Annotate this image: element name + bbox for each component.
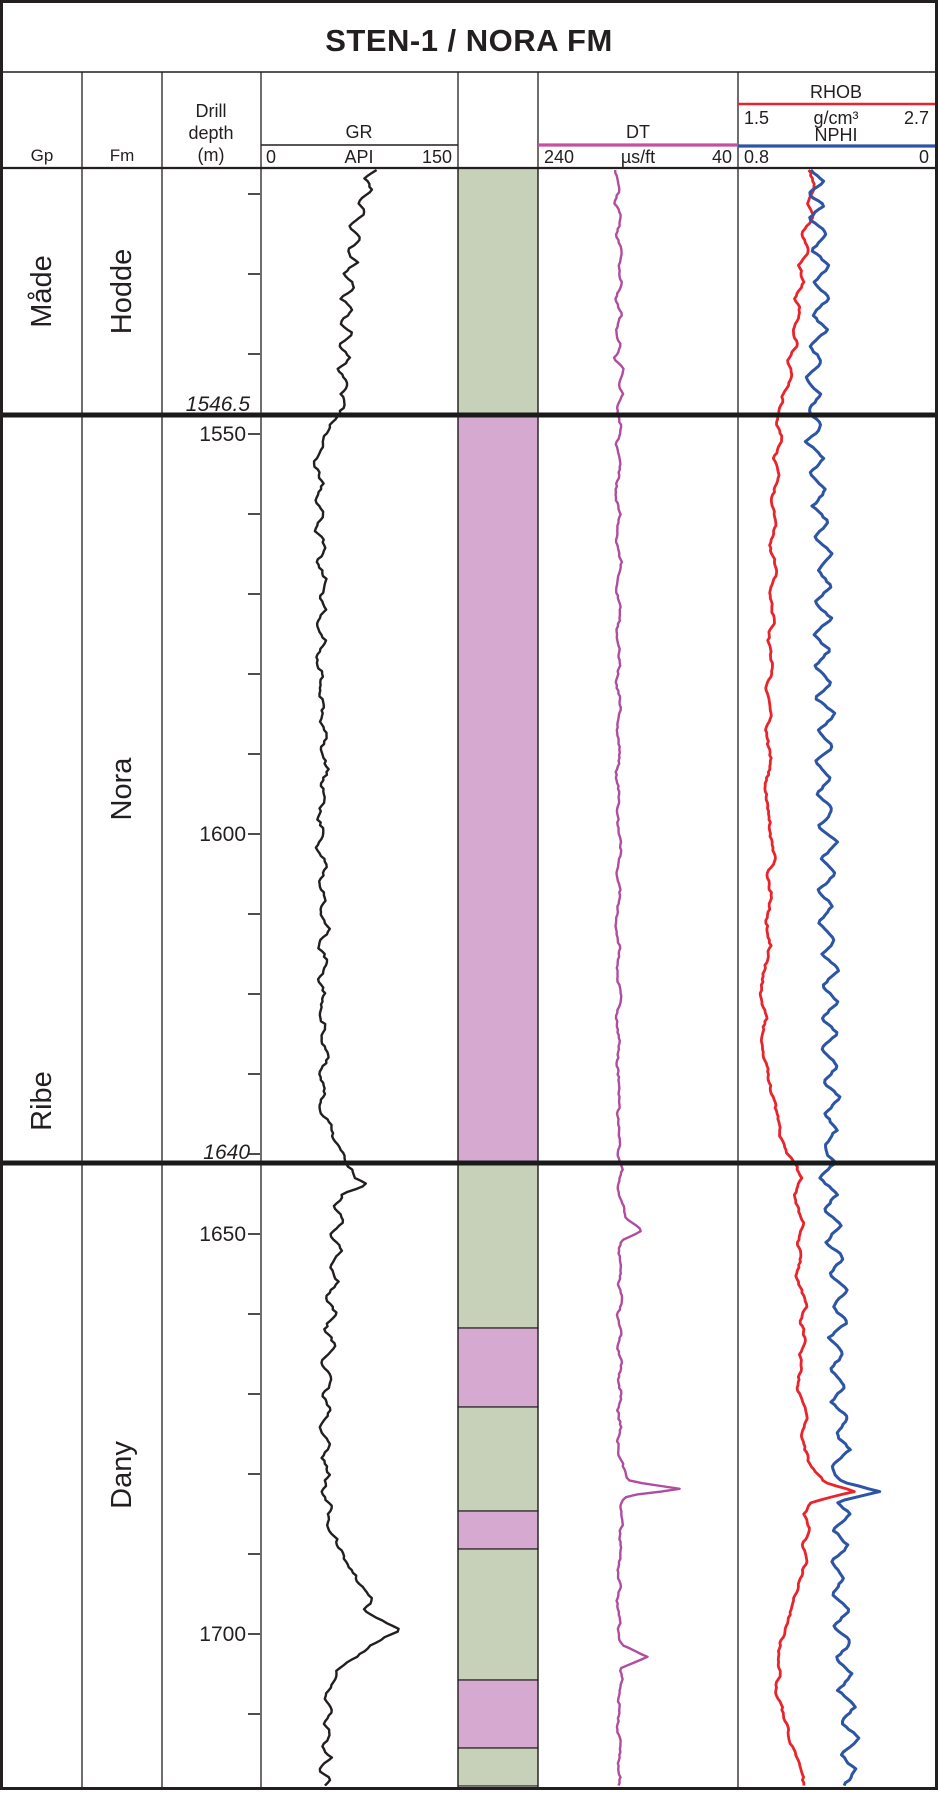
gp-column-header: Gp (31, 146, 54, 165)
rhob-scale-min: 1.5 (744, 108, 769, 128)
nphi-curve (803, 169, 882, 1786)
gr-curve (312, 169, 400, 1786)
depth-header-line3: (m) (198, 145, 225, 165)
group-label-Måde: Måde (26, 255, 58, 328)
formation-label-Dany: Dany (106, 1441, 138, 1509)
depth-labels: 1550 1600 1650 1700 (199, 423, 246, 1646)
dt-scale-unit: µs/ft (621, 147, 655, 167)
rhob-curve (758, 169, 856, 1786)
lithology-column (457, 167, 539, 1787)
nphi-scale-max: 0 (919, 147, 929, 167)
lithology-segment-green (457, 1162, 539, 1329)
dt-scale-max: 40 (712, 147, 732, 167)
rhob-scale-unit: g/cm³ (814, 108, 859, 128)
formation-boundary-label-1640: 1640 (203, 1141, 250, 1164)
depth-label-1650: 1650 (199, 1223, 246, 1246)
lithology-segment-pink (457, 1510, 539, 1550)
gr-scale-max: 150 (422, 147, 452, 167)
depth-header-line2: depth (188, 123, 233, 143)
lithology-segment-pink (457, 414, 539, 1164)
frame-lines (2, 71, 936, 1787)
formation-label-Hodde: Hodde (106, 249, 138, 334)
gr-scale-min: 0 (266, 147, 276, 167)
formation-boundaries: 1546.5 1640 (2, 393, 936, 1166)
log-curves (312, 169, 882, 1786)
lithology-segment-green (457, 1406, 539, 1512)
depth-ticks (248, 193, 260, 1715)
dt-curve (612, 169, 681, 1786)
lithology-segment-green (457, 167, 539, 416)
gr-track-title: GR (346, 122, 373, 142)
depth-label-1550: 1550 (199, 423, 246, 446)
nphi-scale-min: 0.8 (744, 147, 769, 167)
rhob-scale-max: 2.7 (904, 108, 929, 128)
formation-boundary-label-1546.5: 1546.5 (186, 393, 251, 416)
page-title: STEN-1 / NORA FM (325, 23, 613, 58)
rhob-track-title: RHOB (810, 82, 862, 102)
depth-header-line1: Drill (196, 101, 227, 121)
gr-scale-unit: API (344, 147, 373, 167)
dt-track-title: DT (626, 122, 650, 142)
depth-label-1700: 1700 (199, 1623, 246, 1646)
dt-scale-min: 240 (544, 147, 574, 167)
lithology-segment-pink (457, 1679, 539, 1749)
formation-label-Nora: Nora (106, 757, 138, 821)
stratigraphy-labels: Måde Ribe Hodde Nora Dany (26, 249, 138, 1509)
fm-column-header: Fm (110, 146, 135, 165)
nphi-track-title: NPHI (814, 125, 857, 145)
lithology-segment-green (457, 1548, 539, 1681)
group-label-Ribe: Ribe (26, 1071, 58, 1131)
lithology-segment-pink (457, 1327, 539, 1408)
lithology-segment-green (457, 1747, 539, 1787)
depth-label-1600: 1600 (199, 823, 246, 846)
